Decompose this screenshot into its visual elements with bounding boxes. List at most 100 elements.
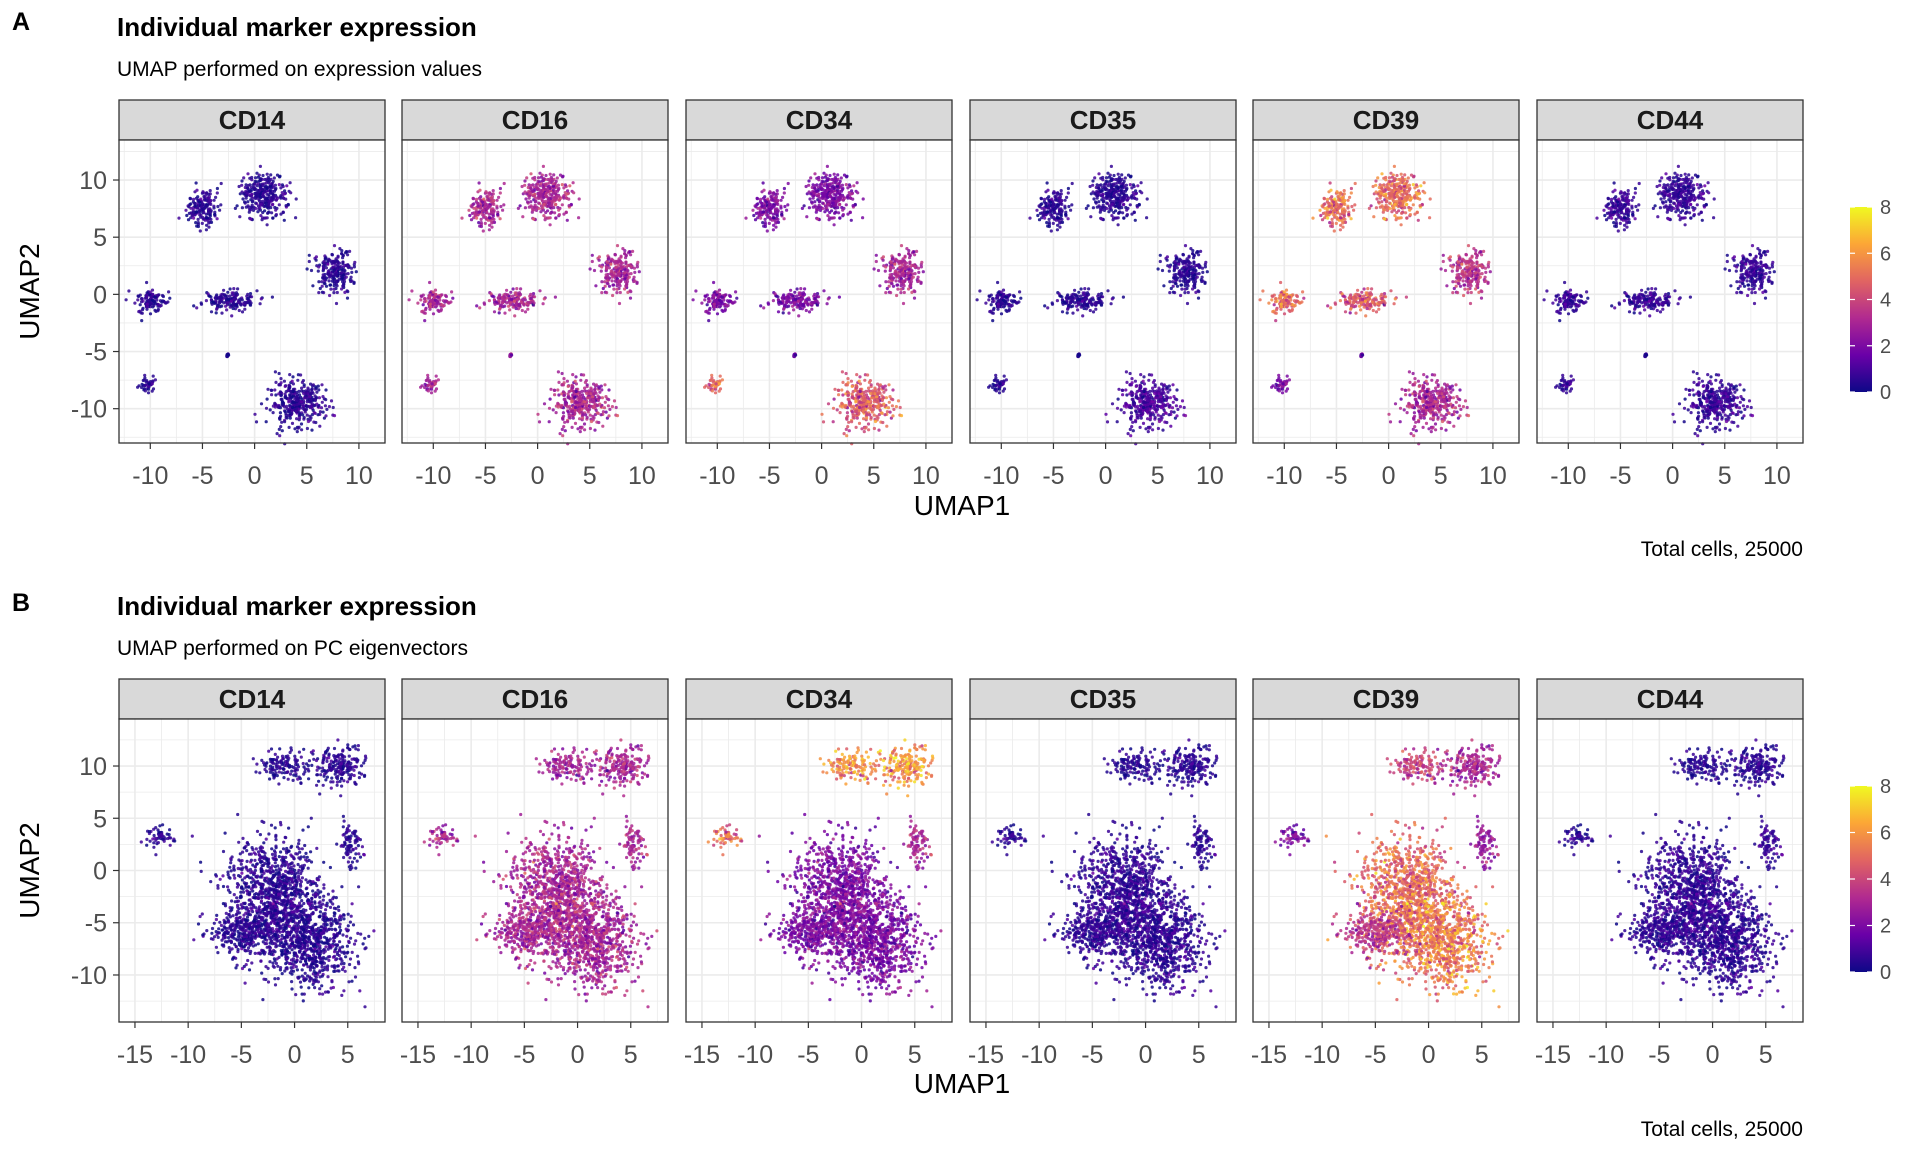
data-point: [561, 183, 564, 186]
data-point: [304, 408, 307, 411]
data-point: [878, 284, 881, 287]
data-point: [812, 206, 815, 209]
data-point: [838, 203, 841, 206]
data-point: [1100, 292, 1103, 295]
data-point: [591, 260, 594, 263]
data-point: [326, 263, 329, 266]
data-point: [598, 396, 601, 399]
data-point: [843, 432, 846, 435]
data-point: [548, 202, 551, 205]
data-point: [845, 203, 848, 206]
data-point: [1105, 202, 1108, 205]
data-point: [572, 181, 575, 184]
data-point: [1127, 174, 1130, 177]
data-point: [580, 427, 583, 430]
data-point: [479, 206, 482, 209]
data-point: [852, 184, 855, 187]
data-point: [235, 291, 238, 294]
data-point: [774, 226, 777, 229]
data-point: [857, 412, 860, 415]
data-point: [714, 391, 717, 394]
data-point: [603, 383, 606, 386]
data-point: [763, 206, 766, 209]
data-point: [839, 197, 842, 200]
data-point: [829, 192, 832, 195]
data-point: [226, 291, 229, 294]
data-point: [263, 187, 266, 190]
data-point: [161, 299, 164, 302]
data-point: [782, 308, 785, 311]
data-point: [439, 309, 442, 312]
data-point: [611, 284, 614, 287]
data-point: [306, 387, 309, 390]
data-point: [1004, 300, 1007, 303]
data-point: [288, 384, 291, 387]
data-point: [568, 416, 571, 419]
data-point: [529, 172, 532, 175]
data-point: [815, 208, 818, 211]
data-point: [591, 415, 594, 418]
data-point: [889, 273, 892, 276]
data-point: [549, 212, 552, 215]
data-point: [422, 303, 425, 306]
data-point: [611, 276, 614, 279]
data-point: [509, 301, 512, 304]
data-point: [828, 211, 831, 214]
data-point: [813, 200, 816, 203]
data-point: [1126, 213, 1129, 216]
data-point: [1058, 226, 1061, 229]
data-point: [566, 219, 569, 222]
data-point: [133, 302, 136, 305]
data-point: [1066, 311, 1069, 314]
data-point: [549, 173, 552, 176]
data-point: [851, 385, 854, 388]
data-point: [199, 229, 202, 232]
data-point: [317, 413, 320, 416]
data-point: [886, 410, 889, 413]
data-point: [241, 206, 244, 209]
data-point: [832, 181, 835, 184]
data-point: [991, 297, 994, 300]
data-point: [228, 295, 231, 298]
data-point: [540, 176, 543, 179]
data-point: [1114, 187, 1117, 190]
data-point: [420, 384, 423, 387]
data-point: [156, 309, 159, 312]
data-point: [238, 185, 241, 188]
data-point: [151, 390, 154, 393]
data-point: [840, 176, 843, 179]
data-point: [808, 190, 811, 193]
data-point: [796, 306, 799, 309]
data-point: [266, 388, 269, 391]
data-point: [787, 305, 790, 308]
data-point: [291, 375, 294, 378]
data-point: [904, 255, 907, 258]
data-point: [862, 197, 865, 200]
data-point: [283, 405, 286, 408]
data-point: [279, 197, 282, 200]
data-point: [583, 428, 586, 431]
data-point: [278, 372, 281, 375]
data-point: [306, 427, 309, 430]
data-point: [493, 310, 496, 313]
data-point: [897, 253, 900, 256]
data-point: [836, 408, 839, 411]
data-point: [266, 223, 269, 226]
data-point: [799, 298, 802, 301]
data-point: [184, 209, 187, 212]
data-point: [1140, 181, 1143, 184]
data-point: [566, 405, 569, 408]
data-point: [842, 213, 845, 216]
data-point: [216, 205, 219, 208]
data-point: [593, 269, 596, 272]
data-point: [309, 383, 312, 386]
data-point: [232, 287, 235, 290]
data-point: [566, 420, 569, 423]
data-point: [1132, 183, 1135, 186]
data-point: [199, 209, 202, 212]
data-point: [420, 295, 423, 298]
data-point: [776, 192, 779, 195]
data-point: [901, 279, 904, 282]
data-point: [815, 189, 818, 192]
data-point: [542, 214, 545, 217]
